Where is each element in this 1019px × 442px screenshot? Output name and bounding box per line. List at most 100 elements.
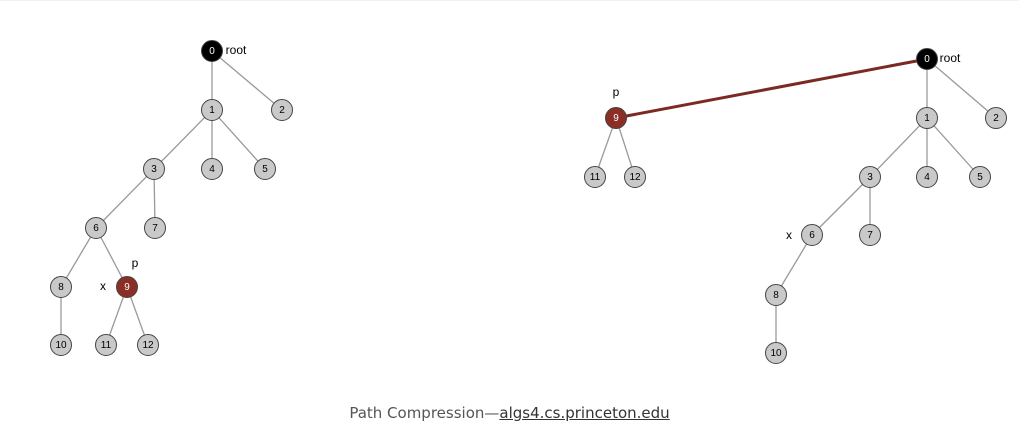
- before-node-circle-3: [143, 158, 165, 180]
- before-node-circle-0: [201, 40, 223, 62]
- before-node-label-9: 9: [124, 282, 130, 293]
- after-node-circle-5: [969, 166, 991, 188]
- before-node-9: 9: [116, 276, 138, 298]
- before-node-5: 5: [254, 158, 276, 180]
- before-node-11: 11: [95, 334, 117, 356]
- before-node-7: 7: [144, 217, 166, 239]
- before-node-circle-7: [144, 217, 166, 239]
- before-node-label-7: 7: [152, 223, 158, 234]
- before-node-label-5: 5: [262, 164, 268, 175]
- after-edge-3-6: [811, 176, 871, 236]
- after-node-label-1: 1: [924, 113, 930, 124]
- after-node-label-0: 0: [924, 54, 930, 65]
- after-node-12: 12: [624, 166, 646, 188]
- after-node-8: 8: [765, 284, 787, 306]
- after-node-circle-10: [765, 342, 787, 364]
- before-label-root: root: [226, 43, 247, 57]
- before-node-circle-11: [95, 334, 117, 356]
- before-node-2: 2: [271, 99, 293, 121]
- figure-caption: Path Compression—algs4.cs.princeton.edu: [0, 404, 1019, 422]
- before-node-circle-9: [116, 276, 138, 298]
- before-edge-1-5: [211, 109, 266, 170]
- after-node-3: 3: [859, 166, 881, 188]
- after-node-circle-6: [801, 224, 823, 246]
- after-edge-0-9: [615, 57, 928, 120]
- after-node-2: 2: [985, 107, 1007, 129]
- after-label-x: x: [786, 228, 792, 242]
- before-node-3: 3: [143, 158, 165, 180]
- after-edge-1-3: [869, 117, 928, 178]
- after-node-5: 5: [969, 166, 991, 188]
- before-node-circle-10: [50, 334, 72, 356]
- before-node-circle-1: [201, 99, 223, 121]
- before-node-label-0: 0: [209, 46, 215, 57]
- before-node-circle-2: [271, 99, 293, 121]
- before-node-circle-5: [254, 158, 276, 180]
- before-node-label-2: 2: [279, 105, 285, 116]
- before-label-p: p: [132, 256, 139, 270]
- after-label-p: p: [613, 85, 620, 99]
- before-node-circle-4: [201, 158, 223, 180]
- after-node-6: 6: [801, 224, 823, 246]
- before-node-1: 1: [201, 99, 223, 121]
- before-edge-6-9: [95, 227, 128, 288]
- before-edge-1-3: [153, 109, 213, 170]
- before-node-label-11: 11: [101, 340, 112, 351]
- before-node-0: 0: [201, 40, 223, 62]
- before-node-12: 12: [137, 334, 159, 356]
- after-node-circle-1: [916, 107, 938, 129]
- before-edge-3-6: [95, 168, 155, 229]
- after-node-label-11: 11: [590, 172, 601, 183]
- after-node-circle-8: [765, 284, 787, 306]
- after-edge-6-8: [775, 234, 813, 296]
- after-node-label-7: 7: [867, 230, 873, 241]
- before-node-4: 4: [201, 158, 223, 180]
- after-node-label-10: 10: [770, 348, 782, 359]
- after-node-label-6: 6: [809, 230, 815, 241]
- before-node-circle-12: [137, 334, 159, 356]
- after-node-label-8: 8: [773, 290, 779, 301]
- before-node-8: 8: [50, 276, 72, 298]
- after-node-circle-11: [584, 166, 606, 188]
- caption-text: Path Compression—: [349, 404, 500, 422]
- before-node-label-3: 3: [151, 164, 157, 175]
- after-node-1: 1: [916, 107, 938, 129]
- before-node-6: 6: [85, 217, 107, 239]
- before-edge-6-8: [60, 227, 97, 288]
- before-node-label-1: 1: [209, 105, 215, 116]
- caption-source-link[interactable]: algs4.cs.princeton.edu: [499, 404, 670, 422]
- after-node-label-4: 4: [924, 172, 930, 183]
- after-node-circle-12: [624, 166, 646, 188]
- before-node-label-8: 8: [58, 282, 64, 293]
- before-node-circle-6: [85, 217, 107, 239]
- after-node-label-3: 3: [867, 172, 873, 183]
- after-node-circle-3: [859, 166, 881, 188]
- after-node-circle-9: [605, 107, 627, 129]
- after-node-circle-4: [916, 166, 938, 188]
- after-label-root: root: [940, 51, 961, 65]
- after-node-circle-7: [859, 224, 881, 246]
- after-node-7: 7: [859, 224, 881, 246]
- before-node-circle-8: [50, 276, 72, 298]
- after-node-label-12: 12: [629, 172, 641, 183]
- before-edge-0-2: [211, 50, 283, 111]
- after-node-11: 11: [584, 166, 606, 188]
- before-label-x: x: [100, 279, 106, 293]
- after-edge-1-5: [926, 117, 981, 178]
- after-node-circle-0: [916, 48, 938, 70]
- after-node-4: 4: [916, 166, 938, 188]
- before-node-10: 10: [50, 334, 72, 356]
- after-node-label-9: 9: [613, 113, 619, 124]
- after-node-label-5: 5: [977, 172, 983, 183]
- after-node-circle-2: [985, 107, 1007, 129]
- before-node-label-6: 6: [93, 223, 99, 234]
- before-node-label-12: 12: [142, 340, 154, 351]
- before-node-label-4: 4: [209, 164, 215, 175]
- after-node-label-2: 2: [993, 113, 999, 124]
- after-node-10: 10: [765, 342, 787, 364]
- before-node-label-10: 10: [55, 340, 67, 351]
- after-node-9: 9: [605, 107, 627, 129]
